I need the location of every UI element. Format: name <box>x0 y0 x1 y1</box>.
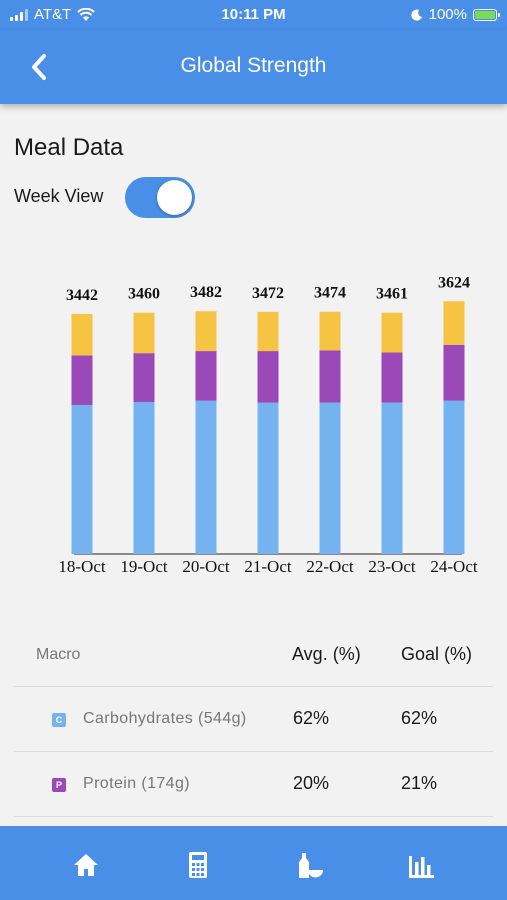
bar-segment <box>319 311 341 351</box>
bar-segment <box>71 313 93 356</box>
macro-name: Protein (174g) <box>83 775 190 792</box>
bar-total-label: 3474 <box>314 285 346 302</box>
macro-table: Macro Avg. (%) Goal (%) C Carbohydrates … <box>14 632 493 817</box>
status-bar: AT&T 10:11 PM 100% <box>0 0 507 30</box>
bar-segment <box>443 400 465 554</box>
bar-chart-icon[interactable] <box>406 850 436 880</box>
page-title: Global Strength <box>180 54 327 77</box>
x-tick-label: 22-Oct <box>306 557 353 576</box>
header-avg: Avg. (%) <box>292 644 361 664</box>
macro-goal: 21% <box>401 773 438 793</box>
bar-segment <box>195 311 217 352</box>
bar-segment <box>443 344 465 401</box>
macro-avg: 62% <box>293 708 330 728</box>
macro-name: Carbohydrates (544g) <box>83 710 247 727</box>
bar-segment <box>381 352 403 403</box>
bar-segment <box>443 301 465 345</box>
bar-total-label: 3624 <box>438 274 470 291</box>
home-icon[interactable] <box>71 850 101 880</box>
bar-segment <box>257 311 279 352</box>
calculator-icon[interactable] <box>183 850 213 880</box>
bar-segment <box>319 350 341 403</box>
bar-segment <box>133 353 155 402</box>
bar-segment <box>195 400 217 554</box>
macro-avg: 20% <box>293 773 330 793</box>
back-chevron-icon[interactable] <box>22 48 56 86</box>
app-header: Global Strength <box>0 30 507 104</box>
x-tick-label: 21-Oct <box>244 557 291 576</box>
header-goal: Goal (%) <box>401 644 473 664</box>
week-view-label: Week View <box>14 186 104 206</box>
x-tick-label: 19-Oct <box>120 557 167 576</box>
bar-segment <box>71 404 93 554</box>
bar-total-label: 3482 <box>190 284 222 301</box>
bar-segment <box>195 351 217 401</box>
bottle-bowl-icon[interactable] <box>294 850 324 880</box>
bar-segment <box>133 312 155 354</box>
moon-icon <box>410 9 422 21</box>
meal-data-chart: 3442 18-Oct 3460 19-Oct 3482 20-Oct 3472 21-Oct… <box>58 274 477 576</box>
x-tick-label: 23-Oct <box>368 557 415 576</box>
status-time: 10:11 PM <box>221 6 286 23</box>
bar-total-label: 3442 <box>66 287 98 304</box>
battery-percent: 100% <box>428 6 467 23</box>
status-left: AT&T <box>10 6 95 23</box>
signal-icon <box>10 8 28 21</box>
bar-segment <box>381 402 403 554</box>
table-row: P Protein (174g) 20% 21% <box>14 752 493 817</box>
carrier-label: AT&T <box>34 6 72 23</box>
bar-segment <box>257 402 279 554</box>
macro-goal: 62% <box>401 708 438 728</box>
battery-icon <box>473 8 500 21</box>
wifi-icon <box>77 7 95 21</box>
x-tick-label: 24-Oct <box>430 557 477 576</box>
bottom-nav <box>0 826 507 900</box>
bar-total-label: 3461 <box>376 286 408 303</box>
bar-total-label: 3460 <box>128 286 160 303</box>
x-tick-label: 18-Oct <box>58 557 105 576</box>
x-tick-label: 20-Oct <box>182 557 229 576</box>
bar-segment <box>319 402 341 554</box>
bar-segment <box>71 355 93 405</box>
bar-total-label: 3472 <box>252 285 284 302</box>
section-title: Meal Data <box>14 134 124 161</box>
header-macro: Macro <box>36 646 81 663</box>
carb-badge-icon: C <box>52 713 66 727</box>
protein-badge-icon: P <box>52 778 66 792</box>
bar-segment <box>133 401 155 554</box>
week-view-toggle[interactable] <box>125 177 195 218</box>
bar-segment <box>381 312 403 353</box>
bar-segment <box>257 351 279 403</box>
table-header: Macro Avg. (%) Goal (%) <box>14 632 493 687</box>
table-row: C Carbohydrates (544g) 62% 62% <box>14 687 493 752</box>
toggle-knob <box>157 180 192 215</box>
status-right: 100% <box>410 6 500 23</box>
